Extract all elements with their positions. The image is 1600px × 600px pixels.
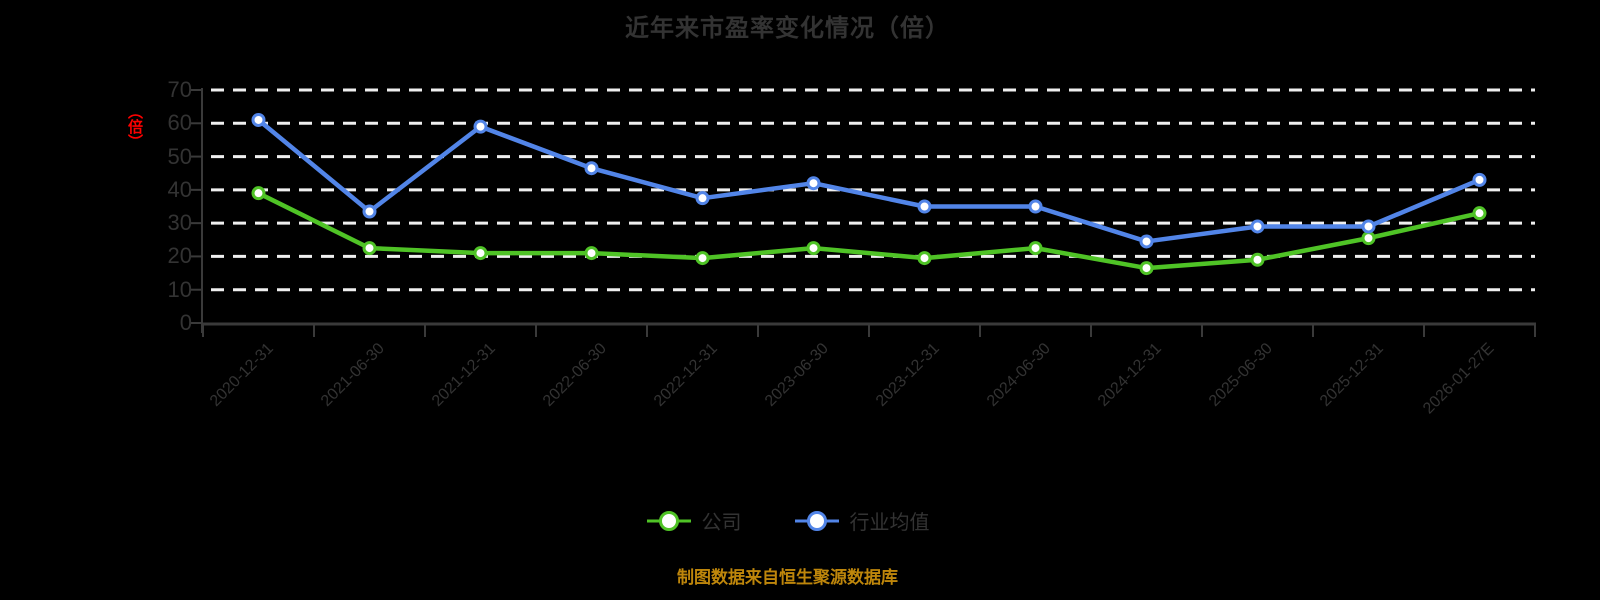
legend-item-company: 公司 — [646, 506, 742, 535]
data-point-marker-industry — [362, 204, 377, 219]
data-point-marker-industry — [695, 191, 710, 206]
data-point-marker-industry — [806, 176, 821, 191]
data-point-marker-company — [251, 186, 266, 201]
data-point-marker-industry — [1028, 199, 1043, 214]
y-axis-tick-label: 50 — [167, 143, 192, 169]
y-axis-tick-label: 40 — [167, 176, 192, 202]
data-point-marker-company — [362, 241, 377, 256]
legend-item-label: 公司 — [701, 512, 742, 534]
y-axis-unit-label: （倍） — [126, 104, 143, 149]
data-point-marker-company — [584, 246, 599, 261]
y-axis-tick-label: 60 — [167, 110, 192, 136]
data-point-marker-company — [695, 251, 710, 266]
data-point-marker-industry — [1361, 219, 1376, 234]
data-point-marker-industry — [473, 119, 488, 134]
data-point-marker-company — [1028, 241, 1043, 256]
y-axis-tick-label: 0 — [179, 310, 192, 335]
data-point-marker-company — [1361, 231, 1376, 246]
data-point-marker-company — [1472, 206, 1487, 221]
data-point-marker-company — [1250, 252, 1265, 267]
legend-marker-icon — [646, 510, 691, 531]
data-point-marker-company — [806, 241, 821, 256]
y-axis-tick-label: 20 — [167, 243, 192, 269]
data-source-note: 制图数据来自恒生聚源数据库 — [677, 568, 898, 587]
chart-title: 近年来市盈率变化情况（倍） — [625, 15, 950, 42]
data-point-marker-company — [917, 251, 932, 266]
data-point-marker-industry — [1139, 234, 1154, 249]
data-point-marker-industry — [1250, 219, 1265, 234]
legend-item-label: 行业均值 — [849, 512, 930, 534]
series-line-industry — [256, 117, 1482, 244]
data-point-marker-industry — [584, 161, 599, 176]
data-point-marker-industry — [1472, 172, 1487, 187]
data-point-marker-industry — [251, 112, 266, 127]
data-point-marker-industry — [917, 199, 932, 214]
data-point-marker-company — [473, 246, 488, 261]
y-axis-tick-label: 70 — [167, 77, 192, 102]
series-line-company — [256, 190, 1482, 271]
legend-item-industry: 行业均值 — [794, 506, 930, 535]
y-axis-tick-label: 30 — [167, 210, 192, 236]
legend-marker-icon — [794, 510, 839, 531]
data-point-marker-company — [1139, 261, 1154, 276]
y-axis-tick-label: 10 — [167, 276, 192, 302]
legend: 公司 行业均值 — [0, 506, 1575, 535]
